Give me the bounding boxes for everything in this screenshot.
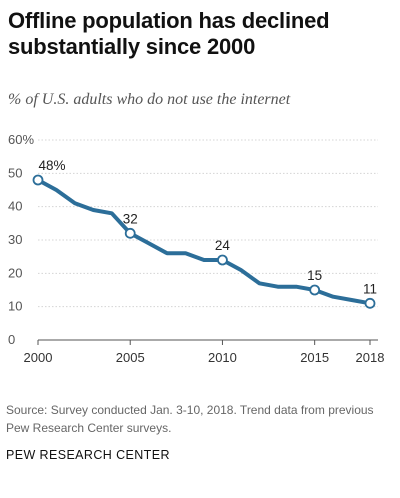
series-line — [36, 178, 372, 306]
x-tick-label: 2015 — [300, 350, 329, 365]
y-tick-label: 60% — [8, 132, 34, 147]
y-tick-label: 40 — [8, 199, 22, 214]
data-label: 48% — [38, 158, 65, 173]
y-axis-ticks: 0 10 20 30 40 50 60% — [8, 132, 34, 347]
series-offline — [36, 178, 372, 306]
x-tick-label: 2018 — [356, 350, 385, 365]
data-point-marker — [309, 284, 321, 296]
data-label: 15 — [307, 268, 322, 283]
data-label: 11 — [363, 281, 377, 296]
data-point-marker — [217, 254, 228, 266]
source-note: Source: Survey conducted Jan. 3-10, 2018… — [6, 403, 374, 435]
line-chart: 0 10 20 30 40 50 60% 2000 2005 2010 2015 2018 48% 3… — [8, 132, 385, 365]
y-tick-label: 20 — [8, 265, 22, 280]
data-point-marker — [364, 297, 376, 309]
y-tick-label: 0 — [8, 332, 15, 347]
x-axis-ticks: 2000 2005 2010 2015 2018 — [24, 340, 385, 365]
y-tick-label: 50 — [8, 165, 22, 180]
data-label: 32 — [123, 211, 138, 226]
y-tick-label: 10 — [8, 299, 22, 314]
x-tick-label: 2005 — [116, 350, 145, 365]
data-point-marker — [32, 174, 44, 186]
grid-lines — [38, 139, 378, 341]
x-tick-label: 2000 — [24, 350, 53, 365]
x-tick-label: 2010 — [208, 350, 237, 365]
data-labels: 48% 32 24 15 11 — [38, 158, 377, 296]
organization-name: PEW RESEARCH CENTER — [6, 448, 170, 462]
chart-subtitle: % of U.S. adults who do not use the inte… — [8, 91, 291, 108]
data-label: 24 — [215, 238, 231, 253]
chart-title: Offline population has declined substant… — [8, 8, 330, 59]
data-point-marker — [124, 227, 136, 239]
y-tick-label: 30 — [8, 232, 22, 247]
annotated-points — [32, 174, 376, 309]
